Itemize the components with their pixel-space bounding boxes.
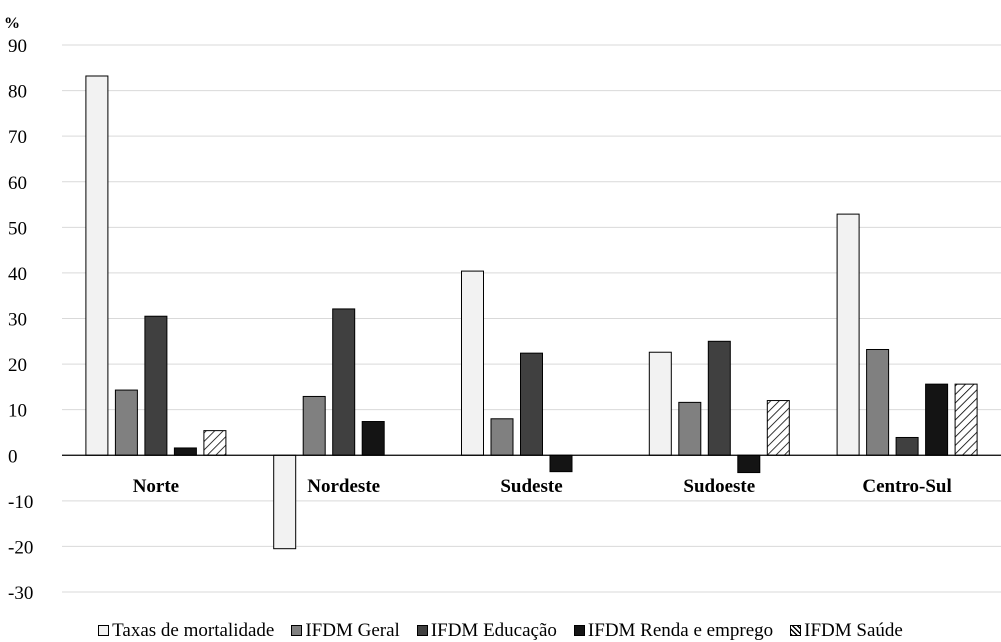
- legend-swatch: [790, 625, 802, 636]
- category-label: Norte: [133, 476, 179, 497]
- legend-swatch: [98, 625, 110, 636]
- bar: [203, 430, 227, 456]
- bar: [737, 454, 761, 474]
- legend: Taxas de mortalidade IFDM Geral IFDM Educa…: [0, 620, 1001, 641]
- legend-label: Taxas de mortalidade: [112, 619, 275, 641]
- bar: [925, 383, 949, 456]
- bar: [866, 348, 890, 456]
- y-tick-label: 50: [8, 218, 27, 239]
- y-tick-label: 80: [8, 82, 27, 103]
- bar-chart: % 90 80 70 60 50 40 30 20 10 0 -10 -20 -30 Norte Nord…: [4, 15, 1001, 604]
- category-label: Centro-Sul: [862, 476, 951, 497]
- bar: [332, 308, 356, 456]
- gridlines: [62, 44, 1001, 593]
- legend-label: IFDM Geral: [305, 619, 400, 641]
- bar: [707, 340, 731, 456]
- bar: [766, 400, 790, 456]
- legend-item: IFDM Saúde: [790, 620, 903, 641]
- legend-swatch: [416, 625, 428, 636]
- y-tick-label: 70: [8, 127, 27, 148]
- legend-item: Taxas de mortalidade: [98, 620, 274, 641]
- bar: [85, 75, 109, 456]
- bar: [173, 447, 197, 456]
- bar: [490, 418, 514, 456]
- y-tick-label: -20: [8, 537, 33, 558]
- legend-swatch: [291, 625, 303, 636]
- bar: [549, 454, 573, 473]
- y-tick-labels: 90 80 70 60 50 40 30 20 10 0 -10 -20 -30: [8, 36, 33, 604]
- bar: [895, 436, 919, 456]
- y-tick-label: 40: [8, 264, 27, 285]
- y-tick-label: 10: [8, 401, 27, 422]
- legend-label: IFDM Renda e emprego: [587, 619, 774, 641]
- y-tick-label: 90: [8, 36, 27, 57]
- bars: [85, 75, 978, 550]
- bar: [678, 401, 702, 456]
- y-tick-label: -10: [8, 492, 33, 513]
- y-tick-label: 0: [8, 446, 18, 467]
- y-tick-label: -30: [8, 583, 33, 604]
- bar: [648, 351, 672, 456]
- bar: [302, 395, 326, 456]
- bar: [144, 315, 168, 456]
- bar: [520, 352, 543, 456]
- legend-item: IFDM Geral: [291, 619, 400, 641]
- legend-swatch: [573, 625, 585, 636]
- bar: [461, 270, 484, 456]
- legend-label: IFDM Educação: [430, 619, 557, 641]
- y-tick-label: 30: [8, 310, 27, 331]
- bar: [361, 421, 385, 456]
- category-label: Sudeste: [500, 476, 562, 497]
- y-unit-label: %: [4, 15, 20, 32]
- legend-item: IFDM Educação: [416, 619, 557, 641]
- legend-item: IFDM Renda e emprego: [573, 619, 774, 641]
- bar: [836, 213, 860, 456]
- y-tick-label: 60: [8, 173, 27, 194]
- bar: [954, 383, 978, 456]
- category-label: Sudoeste: [683, 476, 755, 497]
- y-tick-label: 20: [8, 355, 27, 376]
- legend-label: IFDM Saúde: [804, 619, 903, 641]
- bar: [273, 454, 297, 550]
- bar: [114, 389, 138, 456]
- category-labels: Norte Nordeste Sudeste Sudoeste Centro-Sul: [133, 476, 952, 497]
- category-label: Nordeste: [307, 476, 380, 497]
